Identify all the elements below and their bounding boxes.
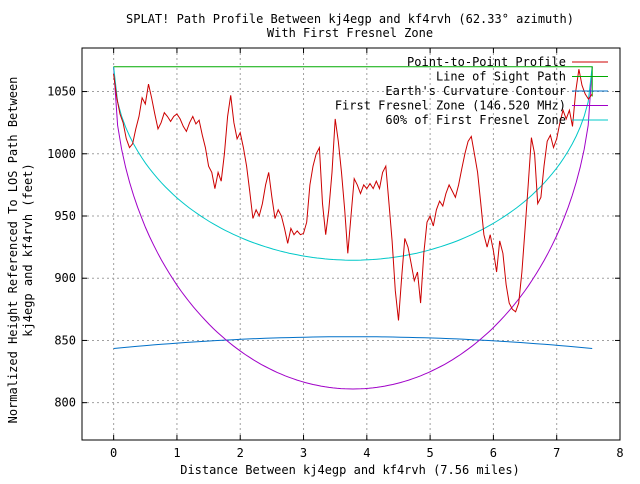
y-tick-label: 1000 [47, 147, 76, 161]
profile-line [113, 69, 593, 321]
x-tick-label: 8 [616, 446, 623, 460]
x-tick-label: 4 [363, 446, 370, 460]
x-tick-label: 2 [237, 446, 244, 460]
x-axis-label: Distance Between kj4egp and kf4rvh (7.56… [180, 463, 520, 477]
legend-entry-fresnel: First Fresnel Zone (146.520 MHz) [335, 99, 566, 113]
x-tick-label: 7 [553, 446, 560, 460]
plot-frame [81, 47, 621, 441]
line-of-sight-line [113, 66, 593, 97]
y-tick-label: 1050 [47, 85, 76, 99]
fresnel-zone-line [113, 66, 593, 390]
y-axis-label-line-1: Normalized Height Referenced To LOS Path… [6, 77, 20, 424]
legend-entry-profile: Point-to-Point Profile [407, 55, 566, 69]
legend-entry-los: Line of Sight Path [436, 70, 566, 84]
y-axis-label-line-2: kj4egp and kf4rvh (feet) [21, 163, 35, 336]
legend-entry-fresnel-60: 60% of First Fresnel Zone [385, 113, 566, 127]
earth-curvature-line [113, 336, 593, 349]
y-tick-label: 800 [54, 396, 76, 410]
fresnel-60-line [113, 66, 593, 261]
chart-title-line-1: SPLAT! Path Profile Between kj4egp and k… [126, 12, 574, 26]
x-tick-label: 5 [427, 446, 434, 460]
x-tick-label: 0 [110, 446, 117, 460]
x-tick-label: 3 [300, 446, 307, 460]
legend-entry-curvature: Earth's Curvature Contour [385, 84, 566, 98]
y-tick-label: 850 [54, 333, 76, 347]
x-tick-label: 1 [173, 446, 180, 460]
y-tick-label: 900 [54, 271, 76, 285]
y-tick-label: 950 [54, 209, 76, 223]
chart-title-line-2: With First Fresnel Zone [267, 26, 433, 40]
x-tick-label: 6 [490, 446, 497, 460]
